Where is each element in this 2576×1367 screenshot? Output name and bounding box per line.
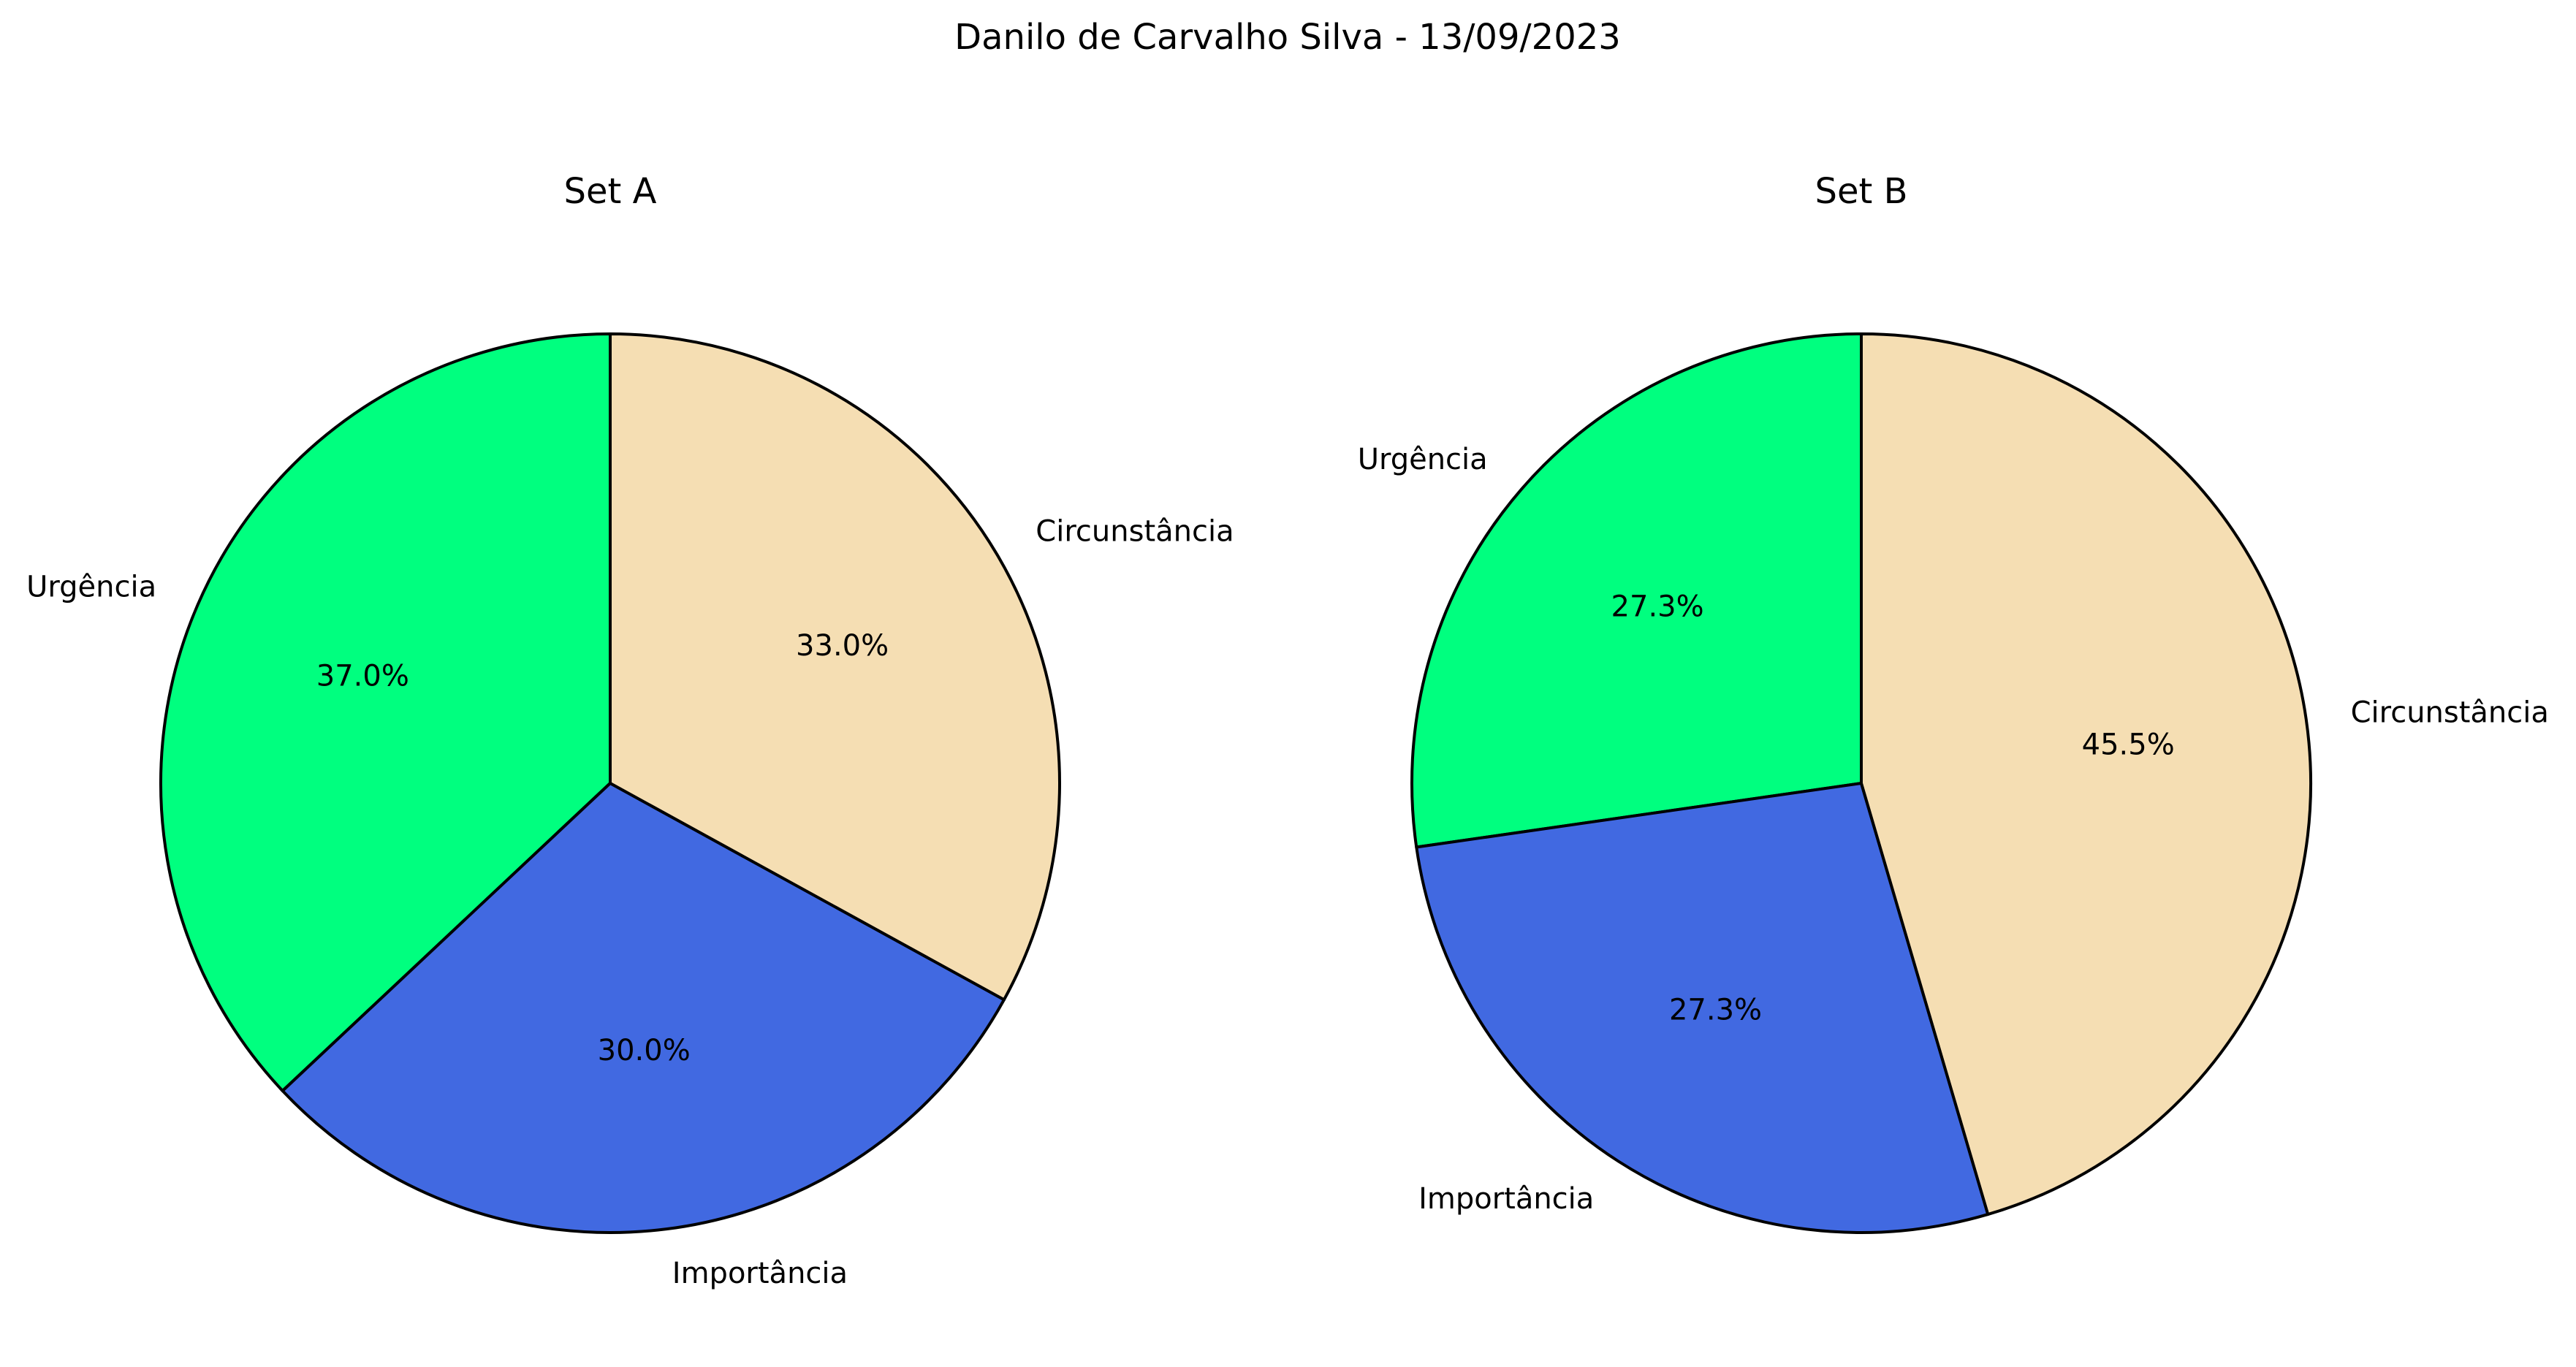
pct-label-set-a-circunstancia: 33.0% (796, 629, 889, 663)
pie-title-set-a: Set A (564, 171, 657, 212)
slice-label-set-b-urgencia: Urgência (1358, 443, 1488, 476)
pct-label-set-a-urgencia: 37.0% (316, 660, 409, 693)
pie-chart-set-a: Set A Urgência 37.0% Importância 30.0% Circu… (26, 171, 1234, 1290)
pie-slice-set-a-urgencia (159, 332, 612, 1092)
slice-label-set-a-importancia: Importância (672, 1257, 848, 1290)
pie-chart-set-b: Set B Urgência 27.3% Importância 27.3% Circu… (1358, 171, 2549, 1234)
pie-wedges-set-a (159, 332, 1062, 1234)
pie-slice-set-b-importancia (1415, 782, 1990, 1234)
slice-label-set-b-importancia: Importância (1418, 1182, 1594, 1216)
pie-labels-set-b: Urgência 27.3% Importância 27.3% Circunstânc… (1358, 443, 2549, 1216)
pct-label-set-b-circunstancia: 45.5% (2082, 728, 2175, 762)
pie-title-set-b: Set B (1815, 171, 1907, 212)
pct-label-set-b-importancia: 27.3% (1669, 993, 1762, 1027)
pie-labels-set-a: Urgência 37.0% Importância 30.0% Circunstânc… (26, 515, 1234, 1291)
slice-label-set-b-circunstancia: Circunstância (2351, 696, 2549, 730)
pie-slice-set-b-circunstancia (1860, 332, 2312, 1216)
pie-slice-set-a-circunstancia (609, 332, 1062, 1002)
pct-label-set-b-urgencia: 27.3% (1611, 590, 1704, 623)
pie-wedges-set-b (1410, 332, 2312, 1234)
pct-label-set-a-importancia: 30.0% (598, 1034, 691, 1067)
pie-slice-set-b-urgencia (1410, 332, 1863, 849)
pie-slice-set-a-importancia (281, 782, 1006, 1234)
figure-suptitle: Danilo de Carvalho Silva - 13/09/2023 (954, 17, 1621, 58)
slice-label-set-a-urgencia: Urgência (26, 570, 156, 603)
slice-label-set-a-circunstancia: Circunstância (1036, 515, 1234, 549)
